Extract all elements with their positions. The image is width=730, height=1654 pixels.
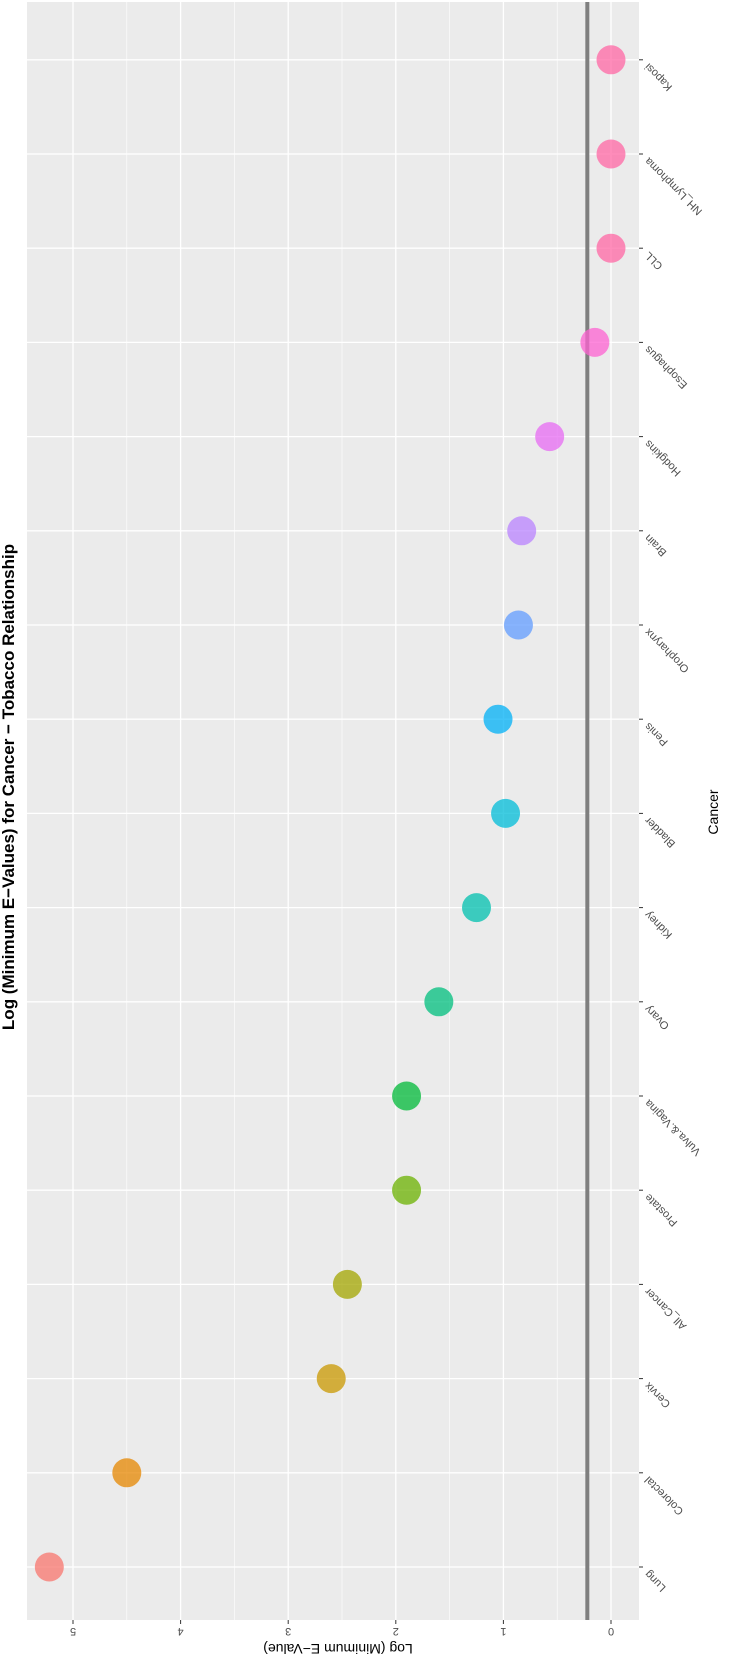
data-point-cll <box>596 233 626 263</box>
category-tick-label: Kidney <box>642 908 675 941</box>
panel-background <box>27 2 639 1620</box>
category-tick-label: Penis <box>642 720 670 748</box>
chart-title: Log (Minimum E−Values) for Cancer − Toba… <box>0 544 18 1030</box>
data-point-brain <box>507 516 537 546</box>
data-point-esophagus <box>580 327 610 357</box>
data-point-bladder <box>491 798 521 828</box>
category-tick-label: Oropharynx <box>642 626 691 675</box>
category-tick-label: Vulva.&.Vagina <box>642 1096 703 1157</box>
data-point-lung <box>34 1552 64 1582</box>
data-point-nh-lymphoma <box>596 139 626 169</box>
category-tick-label: Ovary <box>642 1002 672 1032</box>
data-point-vulva-vagina <box>392 1081 422 1111</box>
category-tick-label: Lung <box>643 1568 669 1594</box>
category-tick-label: Brain <box>643 532 670 559</box>
data-point-cervix <box>316 1364 346 1394</box>
data-point-prostate <box>392 1175 422 1205</box>
category-tick-label: CLL <box>643 249 666 272</box>
category-tick-label: Cervix <box>642 1379 673 1410</box>
category-tick-label: Colorectal <box>643 1474 687 1518</box>
category-tick-label: All_Cancer <box>642 1285 689 1332</box>
data-point-oropharynx <box>503 610 533 640</box>
x-axis-title: Cancer <box>705 789 721 834</box>
data-point-kidney <box>462 893 491 923</box>
category-tick-label: Bladder <box>642 814 678 850</box>
category-tick-label: NH_Lymphoma <box>642 154 705 217</box>
category-tick-label: Esophagus <box>642 343 690 391</box>
data-point-colorectal <box>112 1458 142 1488</box>
category-tick-label: Prostate <box>643 1191 680 1228</box>
data-marks <box>34 2 626 1620</box>
category-tick-label: Kaposi <box>643 61 675 93</box>
data-point-all-cancer <box>332 1269 362 1299</box>
value-tick-label: 0 <box>608 1625 614 1637</box>
data-point-kaposi <box>596 45 626 75</box>
value-tick-label: 2 <box>393 1625 399 1637</box>
data-point-ovary <box>424 987 454 1017</box>
data-point-hodgkins <box>535 422 565 452</box>
category-tick-label: Hodgkins <box>642 437 683 478</box>
value-tick-label: 5 <box>70 1625 76 1637</box>
value-tick-label: 4 <box>178 1625 184 1637</box>
value-tick-label: 1 <box>500 1625 506 1637</box>
plot-panel <box>27 2 639 1620</box>
y-axis-title: Log (Minimum E−Value) <box>263 1641 413 1654</box>
data-point-penis <box>483 704 513 734</box>
value-tick-label: 3 <box>285 1625 291 1637</box>
